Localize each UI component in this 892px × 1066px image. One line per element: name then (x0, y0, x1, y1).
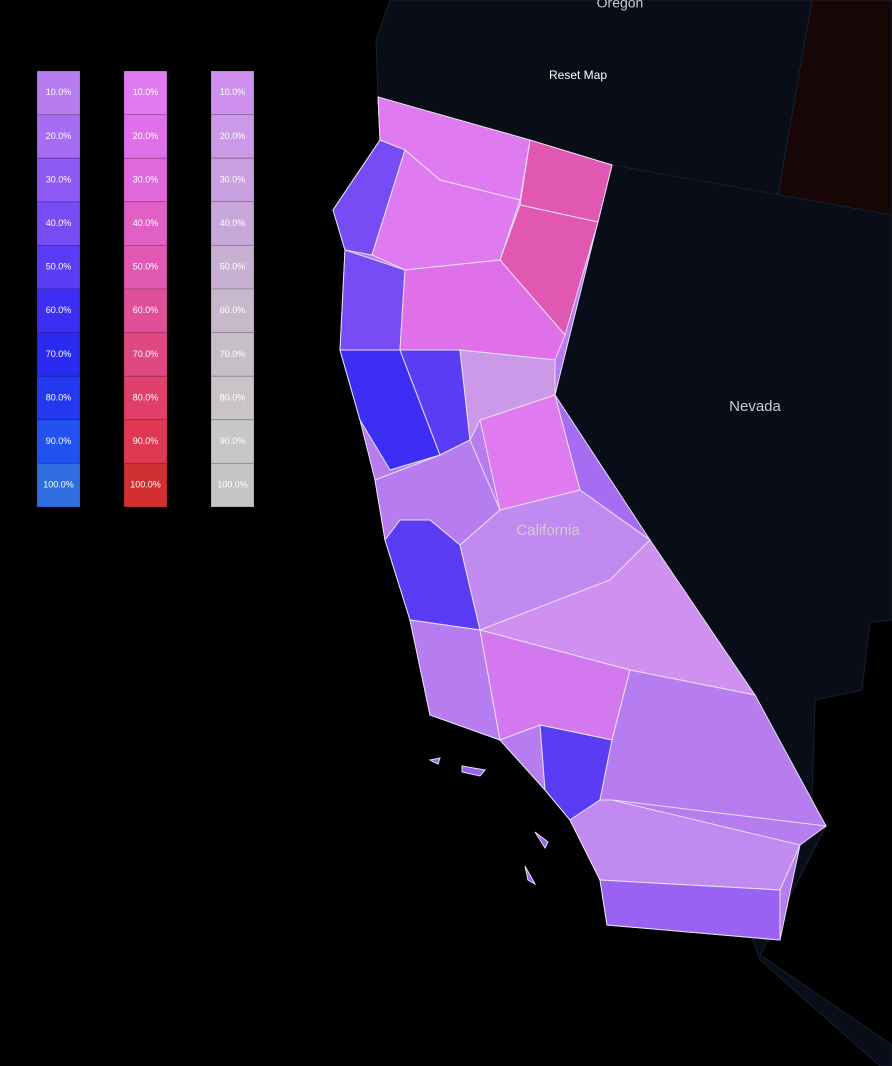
legend-label: 60.0% (46, 305, 72, 315)
legend-label: 50.0% (46, 262, 72, 272)
legend-cell (123, 419, 168, 464)
legend-cell (36, 201, 81, 246)
legend-label: 60.0% (133, 305, 159, 315)
legend-label: 90.0% (46, 436, 72, 446)
legend-cell (123, 462, 168, 508)
legend-label: 100.0% (130, 480, 161, 490)
legend-cell (210, 114, 255, 159)
legend-cell (210, 332, 255, 377)
reset-map-button[interactable]: Reset Map (549, 68, 607, 82)
legend-label: 50.0% (133, 262, 159, 272)
legends: 10.0% 20.0% 30.0% 40.0% 50.0% 60.0% 70.0% 80.0%… (36, 70, 255, 508)
legend-cell (210, 244, 255, 290)
legend-label: 50.0% (220, 262, 246, 272)
legend-cell (36, 419, 81, 464)
county (332, 139, 406, 256)
state-label: California (516, 522, 580, 539)
legend-cell (36, 244, 81, 290)
legend-label: 20.0% (133, 131, 159, 141)
legend-cell (36, 462, 81, 508)
legend-label: 90.0% (220, 436, 246, 446)
legend-label: 10.0% (220, 87, 246, 97)
legend-cell (123, 288, 168, 334)
legend-label: 100.0% (217, 480, 248, 490)
legend-label: 30.0% (46, 174, 72, 184)
state-label: Nevada (729, 398, 781, 415)
legend-cell (123, 157, 168, 203)
legend-cell (36, 70, 81, 116)
legend-label: 40.0% (46, 218, 72, 228)
legend-cell (36, 114, 81, 159)
legend-label: 80.0% (220, 392, 246, 402)
county (339, 349, 441, 471)
island (524, 865, 537, 886)
legend-cell (210, 462, 255, 508)
legend-label: 70.0% (46, 349, 72, 359)
legend-label: 30.0% (220, 174, 246, 184)
legend-label: 20.0% (46, 131, 72, 141)
island (534, 831, 549, 850)
idaho-region (777, 0, 892, 216)
island (428, 757, 441, 765)
state-label: Oregon (597, 0, 644, 11)
legend-label: 20.0% (220, 131, 246, 141)
legend-cell (123, 114, 168, 159)
legend-label: 80.0% (46, 392, 72, 402)
legend-cell (123, 201, 168, 246)
legend-label: 70.0% (220, 349, 246, 359)
legend-label: 10.0% (46, 87, 72, 97)
legend-cell (36, 288, 81, 334)
legend-cell (36, 332, 81, 377)
legend-cell (210, 157, 255, 203)
county (599, 879, 781, 941)
legend-cell (210, 288, 255, 334)
legend-label: 40.0% (133, 218, 159, 228)
legend-label: 10.0% (133, 87, 159, 97)
legend-cell (210, 419, 255, 464)
legend-label: 90.0% (133, 436, 159, 446)
legend-label: 30.0% (133, 174, 159, 184)
legend-label: 80.0% (133, 392, 159, 402)
legend-label: 70.0% (133, 349, 159, 359)
legend-label: 60.0% (220, 305, 246, 315)
island (461, 765, 486, 777)
legend-cell (210, 375, 255, 421)
legend-cell (123, 70, 168, 116)
legend-cell (36, 157, 81, 203)
legend-label: 40.0% (220, 218, 246, 228)
legend-label: 100.0% (43, 480, 74, 490)
